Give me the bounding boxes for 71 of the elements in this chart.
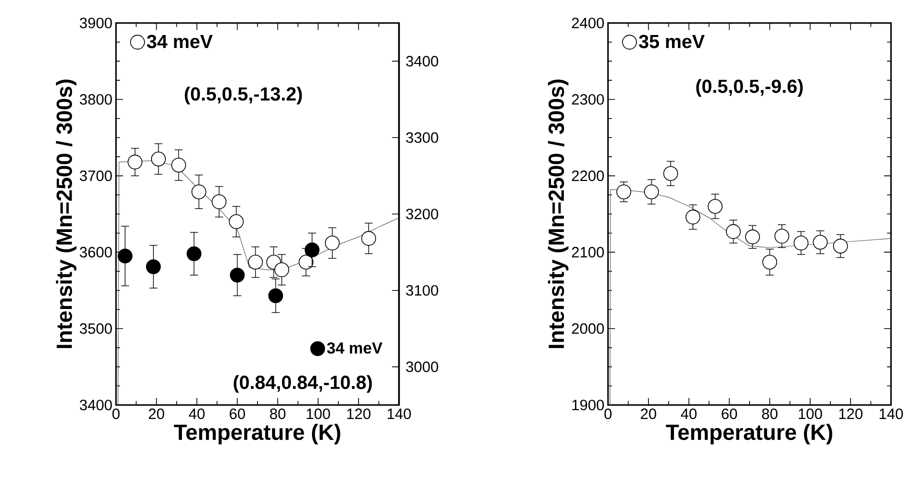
point xyxy=(686,210,700,224)
point xyxy=(304,242,320,258)
point xyxy=(212,194,226,210)
x-tick-label: 20 xyxy=(148,408,164,420)
annotation: (0.84,0.84,-10.8) xyxy=(234,375,372,393)
x-tick-label: 0 xyxy=(604,408,612,420)
point xyxy=(118,248,132,264)
annotation: (0.5,0.5,-9.6) xyxy=(696,79,803,97)
point xyxy=(151,152,166,166)
y2-tick-label: 3300 xyxy=(406,132,438,143)
y-tick-label: 2400 xyxy=(572,18,604,28)
point xyxy=(726,224,741,239)
point xyxy=(186,246,202,262)
x-tick-label: 100 xyxy=(306,408,330,420)
point xyxy=(644,184,659,200)
x-tick-label: 100 xyxy=(798,408,822,420)
x-tick-label: 80 xyxy=(762,408,778,420)
y2-tick-label: 3400 xyxy=(406,56,438,66)
y-axis-title: Intensity (Mn=2500 / 300s) xyxy=(548,80,568,348)
point xyxy=(268,288,284,304)
y-tick-label: 3900 xyxy=(80,18,112,28)
x-axis-title: Temperature (K) xyxy=(666,424,832,444)
y-tick-label: 1900 xyxy=(572,400,604,410)
legend-label: 34 meV xyxy=(146,34,213,48)
point xyxy=(128,154,142,170)
point xyxy=(171,158,186,172)
y-tick-label: 3800 xyxy=(80,94,112,105)
x-tick-label: 40 xyxy=(188,408,205,420)
y-tick-label: 3700 xyxy=(80,170,112,182)
y-tick-label: 3500 xyxy=(80,323,112,334)
point xyxy=(774,228,790,244)
point xyxy=(745,230,760,244)
point xyxy=(708,198,723,214)
annotation: (0.5,0.5,-13.2) xyxy=(184,86,302,104)
y2-tick-label: 3000 xyxy=(406,362,438,372)
y-tick-label: 2000 xyxy=(572,323,604,334)
x-tick-label: 0 xyxy=(112,408,120,420)
y2-tick-label: 3100 xyxy=(406,285,438,296)
x-tick-label: 40 xyxy=(680,408,697,420)
y-axis-title: Intensity (Mn=2500 / 300s) xyxy=(56,80,76,348)
point xyxy=(361,231,376,246)
point xyxy=(324,236,340,250)
x-tick-label: 60 xyxy=(722,408,738,420)
y-tick-label: 2300 xyxy=(572,94,604,105)
point xyxy=(833,238,848,254)
point xyxy=(228,214,244,230)
x-tick-label: 60 xyxy=(230,408,246,420)
x-tick-label: 120 xyxy=(839,408,862,420)
point xyxy=(248,254,263,270)
point xyxy=(230,268,245,283)
x-tick-label: 140 xyxy=(388,408,411,420)
y2-tick-label: 3200 xyxy=(406,208,438,220)
point xyxy=(298,254,314,270)
point xyxy=(812,234,828,250)
x-axis-title: Temperature (K) xyxy=(174,424,340,444)
y-tick-label: 3400 xyxy=(80,400,112,410)
x-tick-label: 80 xyxy=(270,408,286,420)
y-tick-label: 2100 xyxy=(572,246,604,258)
y-tick-label: 3600 xyxy=(80,246,112,258)
point xyxy=(663,166,678,181)
x-tick-label: 120 xyxy=(347,408,370,420)
y-tick-label: 2200 xyxy=(572,170,604,182)
point xyxy=(191,184,206,200)
legend-label: 35 meV xyxy=(638,34,705,48)
point xyxy=(616,184,632,200)
legend-label: 34 meV xyxy=(327,342,382,354)
x-tick-label: 20 xyxy=(640,408,656,420)
point xyxy=(146,259,161,274)
point xyxy=(762,254,778,270)
x-tick-label: 140 xyxy=(880,408,903,420)
point xyxy=(794,236,808,250)
